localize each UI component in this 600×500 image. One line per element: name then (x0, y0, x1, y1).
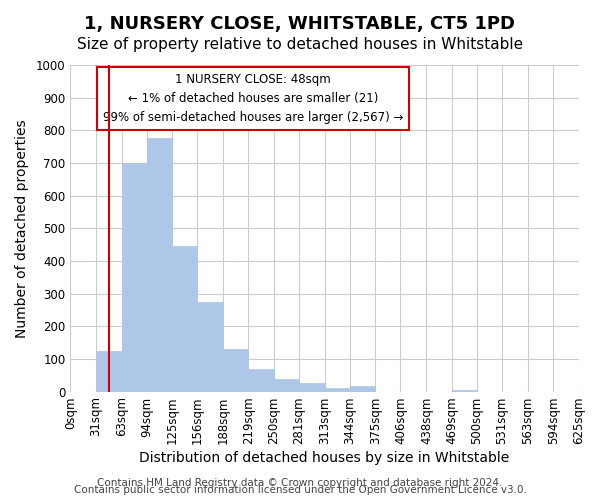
Text: Contains public sector information licensed under the Open Government Licence v3: Contains public sector information licen… (74, 485, 526, 495)
Bar (122, 163, 147, 392)
Bar (172, 246, 197, 392)
Bar (274, 378, 299, 392)
Text: Size of property relative to detached houses in Whitstable: Size of property relative to detached ho… (77, 38, 523, 52)
Bar (299, 384, 325, 392)
Bar (452, 390, 477, 392)
Bar (350, 386, 375, 392)
Bar (95, 350, 122, 392)
Text: Contains HM Land Registry data © Crown copyright and database right 2024.: Contains HM Land Registry data © Crown c… (97, 478, 503, 488)
X-axis label: Distribution of detached houses by size in Whitstable: Distribution of detached houses by size … (139, 451, 509, 465)
Bar (248, 370, 274, 392)
Bar (223, 349, 248, 392)
Bar (197, 302, 223, 392)
Y-axis label: Number of detached properties: Number of detached properties (15, 119, 29, 338)
Bar (147, 138, 172, 392)
Text: 1, NURSERY CLOSE, WHITSTABLE, CT5 1PD: 1, NURSERY CLOSE, WHITSTABLE, CT5 1PD (85, 15, 515, 33)
Bar (325, 388, 350, 392)
Text: 1 NURSERY CLOSE: 48sqm
← 1% of detached houses are smaller (21)
99% of semi-deta: 1 NURSERY CLOSE: 48sqm ← 1% of detached … (103, 73, 404, 124)
